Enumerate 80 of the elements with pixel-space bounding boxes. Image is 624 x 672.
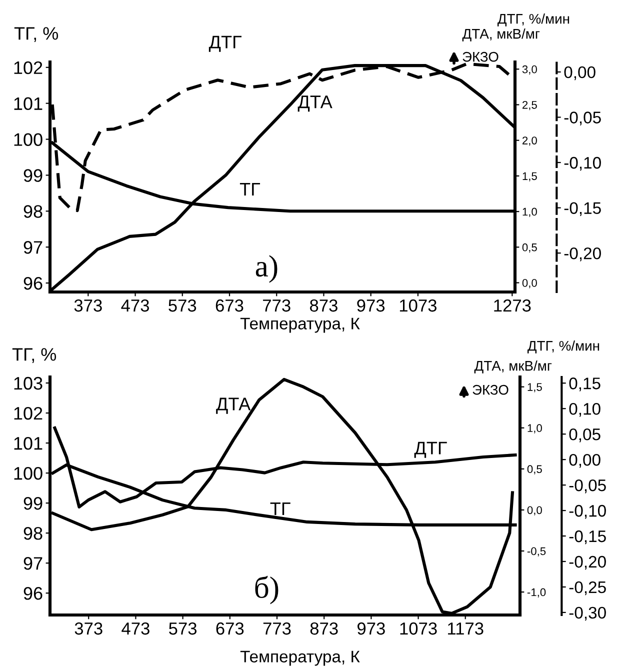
x-axis-title: Температура, К (240, 650, 360, 666)
y-axis-title: ТГ, % (14, 27, 58, 42)
y-tick-label: 102 (14, 61, 42, 74)
x-tick-label: 373 (74, 299, 102, 312)
annotation: ЭКЗО (472, 384, 508, 395)
y-tick-label: 98 (24, 205, 42, 218)
x-tick-label: 773 (263, 299, 290, 312)
y2-tick-label: 3,0 (522, 65, 537, 75)
y-tick-label: 102 (14, 406, 42, 420)
series-label: ТГ (240, 183, 260, 196)
x-tick-label: 773 (263, 622, 291, 635)
y3-tick-label: -0,05 (564, 112, 601, 126)
y3-tick-label: -0,15 (564, 202, 601, 216)
annotation: а) (256, 255, 278, 283)
y3-tick-label: -0,30 (569, 606, 606, 621)
y-tick-label: 100 (14, 466, 42, 480)
y2-tick-label: 2,0 (522, 136, 537, 146)
x-tick-label: 873 (310, 622, 338, 635)
x-tick-label: 573 (169, 622, 197, 635)
y3-tick-label: 0,15 (569, 378, 600, 392)
y3-tick-label: 0,00 (564, 66, 596, 80)
x-tick-label: 373 (74, 622, 102, 635)
y3-tick-label: 0,10 (569, 403, 600, 417)
y-tick-label: 99 (24, 496, 42, 510)
y3-tick-label: -0,05 (569, 479, 606, 494)
annotation: б) (255, 576, 278, 604)
y2-tick-label: 1,0 (528, 424, 542, 434)
y-tick-label: 99 (24, 169, 42, 182)
y-tick-label: 100 (14, 133, 42, 146)
x-tick-label: 1073 (400, 299, 436, 312)
y-tick-label: 96 (24, 276, 42, 290)
y3-tick-label: -0,20 (564, 247, 601, 262)
y2-tick-label: 0,5 (522, 243, 537, 253)
y2-tick-label: 1,5 (522, 172, 537, 182)
y2-axis-title: ДТА, мкВ/мг (474, 360, 552, 374)
y-tick-label: 97 (24, 557, 42, 570)
y3-tick-label: -0,10 (569, 504, 606, 519)
y2-tick-label: 2,5 (522, 100, 537, 110)
x-tick-label: 973 (358, 622, 385, 635)
text: ЭКЗО (462, 52, 498, 62)
y-tick-label: 96 (24, 587, 42, 600)
y2-tick-label: -0,5 (527, 547, 546, 556)
series-label: ДТГ (208, 36, 242, 52)
series-label: ДТА (298, 96, 332, 112)
x-tick-label: 1173 (448, 622, 484, 635)
x-tick-label: 1073 (400, 622, 437, 635)
x-tick-label: 573 (168, 299, 196, 312)
y3-axis-title: ДТГ, %/мин (527, 340, 600, 354)
y-tick-label: 101 (14, 97, 42, 110)
y-tick-label: 103 (14, 376, 42, 390)
y3-tick-label: -0,25 (569, 581, 606, 596)
y3-tick-label: -0,10 (564, 156, 601, 171)
y2-tick-label: 0,0 (527, 506, 542, 516)
series-label: ДТГ (414, 442, 447, 458)
y3-tick-label: 0,00 (569, 454, 600, 468)
x-tick-label: 873 (310, 299, 338, 312)
x-tick-label: 473 (121, 299, 149, 312)
y2-tick-label: -1,0 (527, 588, 546, 598)
line-series (50, 64, 515, 292)
y2-tick-label: 0,0 (522, 279, 537, 288)
series-label: ТГ (270, 502, 290, 515)
y3-tick-label: -0,15 (569, 530, 606, 544)
series-label: ДТА (216, 398, 251, 414)
y3-tick-label: 0,05 (569, 428, 600, 442)
y2-tick-label: 1,0 (522, 208, 537, 217)
y-axis-title: ТГ, % (12, 348, 56, 363)
x-tick-label: 1273 (494, 299, 531, 312)
x-tick-label: 673 (216, 299, 244, 312)
y2-tick-label: 1,5 (528, 383, 542, 392)
y2-tick-label: 0,5 (527, 465, 542, 474)
x-tick-label: 673 (216, 622, 244, 635)
y-tick-label: 97 (24, 241, 42, 254)
x-tick-label: 973 (357, 299, 385, 312)
y3-tick-label: -0,20 (569, 556, 606, 570)
y2-axis-title: ДТА, мкВ/мг (462, 28, 540, 42)
x-tick-label: 473 (122, 622, 150, 635)
y3-axis-title: ДТГ, %/мин (497, 14, 570, 26)
x-axis-title: Температура, К (240, 318, 360, 333)
y-tick-label: 101 (14, 436, 42, 450)
y-tick-label: 98 (24, 527, 42, 540)
